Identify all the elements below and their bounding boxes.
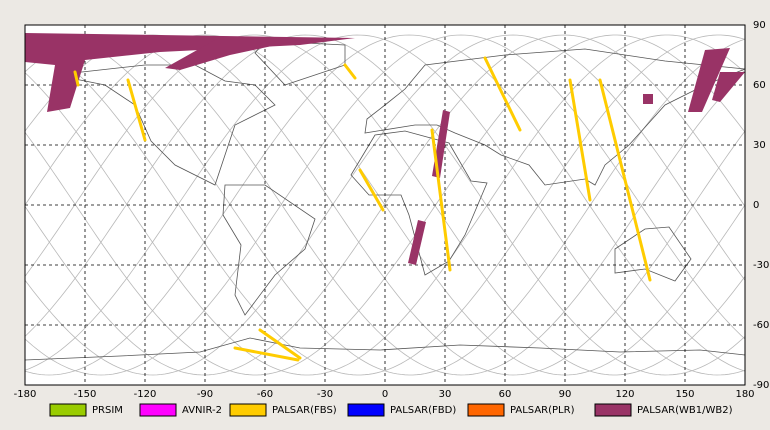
swath xyxy=(643,94,653,104)
x-tick-label: 30 xyxy=(439,389,452,400)
legend-swatch xyxy=(594,403,632,417)
legend-label: PALSAR(FBD) xyxy=(390,405,456,416)
x-tick-label: 180 xyxy=(735,389,754,400)
orbit xyxy=(24,34,746,376)
swath xyxy=(568,78,592,202)
swath xyxy=(25,33,355,112)
y-tick-label: -30 xyxy=(753,260,769,271)
y-tick-label: -90 xyxy=(753,380,769,391)
x-tick-label: 90 xyxy=(559,389,572,400)
x-tick-label: -150 xyxy=(74,389,97,400)
swath xyxy=(165,40,300,70)
x-tick-label: -90 xyxy=(197,389,213,400)
y-tick-label: 30 xyxy=(753,140,766,151)
x-tick-label: 120 xyxy=(615,389,634,400)
north-america xyxy=(54,64,276,186)
x-tick-label: 60 xyxy=(499,389,512,400)
swath xyxy=(126,78,147,142)
swath xyxy=(688,48,730,112)
swath xyxy=(598,78,652,282)
frame xyxy=(24,24,746,386)
legend-label: PALSAR(PLR) xyxy=(510,405,575,416)
legend-swatch xyxy=(467,403,505,417)
x-tick-label: 0 xyxy=(382,389,388,400)
swath xyxy=(258,328,302,360)
antarctica xyxy=(24,337,746,361)
africa xyxy=(350,130,488,276)
orbit xyxy=(24,34,746,376)
legend-swatch xyxy=(229,403,267,417)
swath xyxy=(430,128,452,272)
y-tick-label: 90 xyxy=(753,20,766,31)
x-tick-label: 150 xyxy=(675,389,694,400)
swath xyxy=(343,63,357,80)
swath xyxy=(483,56,522,132)
swath xyxy=(358,168,385,212)
fine-swaths xyxy=(73,56,652,362)
legend-label: PALSAR(WB1/WB2) xyxy=(637,405,733,416)
coastlines xyxy=(24,40,746,361)
south-america xyxy=(222,184,316,316)
legend-swatch xyxy=(49,403,87,417)
wide-swaths xyxy=(25,33,745,265)
legend-swatch xyxy=(347,403,385,417)
swath xyxy=(712,72,745,102)
x-tick-label: -30 xyxy=(317,389,333,400)
legend-label: PRSIM xyxy=(92,405,123,416)
australia xyxy=(614,226,692,282)
legend: PRSIM AVNIR-2 PALSAR(FBS) PALSAR(FBD) PALSAR… xyxy=(49,403,733,417)
x-tick-label: -180 xyxy=(14,389,37,400)
x-tick-label: -60 xyxy=(257,389,273,400)
x-tick-label: -120 xyxy=(134,389,157,400)
legend-label: AVNIR-2 xyxy=(182,405,222,416)
legend-label: PALSAR(FBS) xyxy=(272,405,337,416)
y-tick-label: -60 xyxy=(753,320,769,331)
swath xyxy=(408,220,426,265)
y-tick-label: 60 xyxy=(753,80,766,91)
legend-swatch xyxy=(139,403,177,417)
swath xyxy=(233,346,300,362)
y-tick-label: 0 xyxy=(753,200,759,211)
swath xyxy=(73,70,80,87)
eurasia xyxy=(364,48,746,186)
